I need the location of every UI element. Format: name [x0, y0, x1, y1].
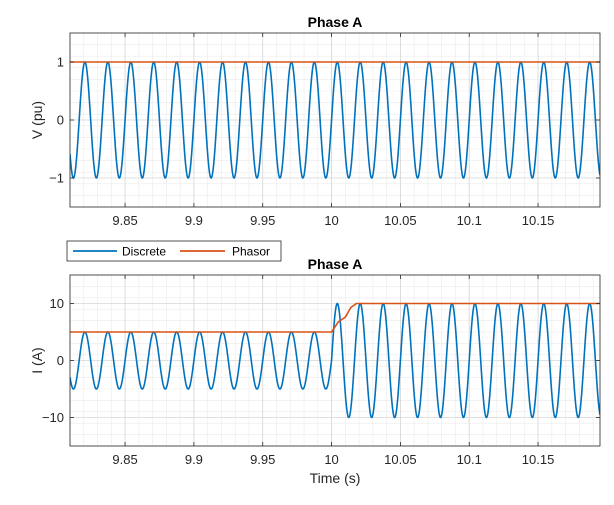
x-axis-label: Time (s) — [310, 470, 361, 486]
series-discrete-line — [70, 61, 600, 179]
x-tick-label: 9.9 — [185, 213, 203, 228]
y-tick-label: −10 — [42, 410, 64, 425]
y-axis-label: I (A) — [29, 347, 45, 373]
series-group — [70, 302, 600, 419]
x-tick-label: 10.05 — [384, 452, 417, 467]
x-tick-label: 10.15 — [522, 213, 555, 228]
x-tick-label: 10.05 — [384, 213, 417, 228]
x-tick-label: 10.15 — [522, 452, 555, 467]
y-tick-label: 1 — [57, 55, 64, 70]
series-discrete-line — [70, 302, 600, 419]
chart-title: Phase A — [308, 14, 363, 30]
x-tick-label: 9.85 — [112, 213, 137, 228]
x-tick-label: 9.85 — [112, 452, 137, 467]
x-tick-label: 10 — [324, 213, 338, 228]
series-phasor-line — [70, 302, 600, 333]
tick-labels: 9.85 9.9 9.95 10 10.05 10.1 10.15 −10 0 10 — [42, 296, 554, 467]
series-group — [70, 61, 600, 179]
y-tick-label: 10 — [50, 296, 64, 311]
y-tick-label: −1 — [49, 171, 64, 186]
x-tick-label: 10 — [324, 452, 338, 467]
x-tick-label: 9.95 — [250, 213, 275, 228]
x-tick-label: 10.1 — [457, 213, 482, 228]
legend-label-discrete: Discrete — [122, 245, 166, 259]
legend-box — [66, 240, 282, 262]
tick-labels: 9.85 9.9 9.95 10 10.05 10.1 10.15 −1 0 1 — [49, 55, 554, 229]
chart-1: 9.85 9.9 9.95 10 10.05 10.1 10.15 −1 0 1 Phase A V … — [29, 14, 601, 229]
chart-2: 9.85 9.9 9.95 10 10.05 10.1 10.15 −10 0 10 Phase A… — [29, 240, 601, 486]
y-tick-label: 0 — [57, 353, 64, 368]
x-tick-label: 10.1 — [457, 452, 482, 467]
legend-label-phasor: Phasor — [232, 245, 270, 259]
x-tick-label: 9.9 — [185, 452, 203, 467]
x-tick-label: 9.95 — [250, 452, 275, 467]
legend: Discrete Phasor — [66, 240, 282, 262]
major-grid — [70, 33, 600, 207]
y-tick-label: 0 — [57, 113, 64, 128]
major-grid — [70, 275, 600, 446]
chart-title: Phase A — [308, 256, 363, 272]
y-axis-label: V (pu) — [29, 101, 45, 139]
